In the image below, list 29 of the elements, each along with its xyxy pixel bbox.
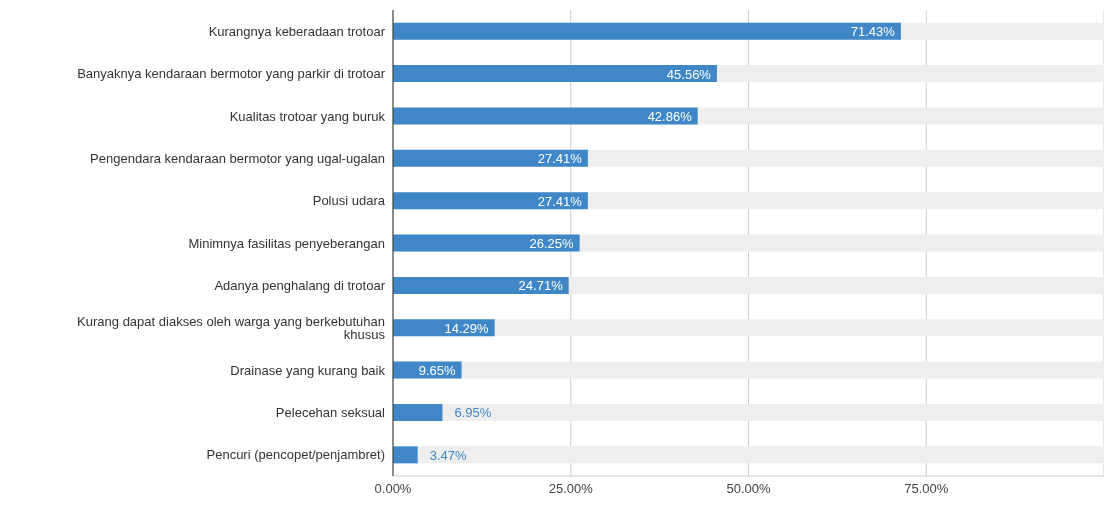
bar (393, 403, 443, 421)
data-label: 45.56% (666, 66, 712, 82)
y-tick-label: Pencuri (pencopet/penjambret) (206, 447, 385, 463)
y-tick-label: Adanya penghalang di trotoar (214, 277, 386, 293)
y-tick-label: Polusi udara (312, 193, 386, 209)
data-label: 42.86% (647, 108, 693, 124)
data-label: 3.47% (429, 447, 467, 463)
x-tick-label: 25.00% (548, 481, 594, 497)
bar (393, 276, 569, 294)
data-label: 26.25% (529, 236, 575, 252)
data-label: 71.43% (850, 24, 896, 40)
y-tick-label: Drainase yang kurang baik (230, 362, 386, 378)
y-tick-label: Pengendara kendaraan bermotor yang ugal-ugalan (90, 150, 385, 166)
y-tick-label: Minimnya fasilitas penyeberangan (188, 235, 385, 251)
data-label: 27.41% (537, 151, 583, 167)
y-tick-label: Pelecehan seksual (275, 405, 386, 421)
y-tick-label: Kurangnya keberadaan trotoar (208, 23, 386, 39)
data-label: 27.41% (537, 193, 583, 209)
data-label: 14.29% (444, 320, 490, 336)
x-tick-label: 0.00% (374, 481, 412, 497)
y-tick-label: Kurang dapat diakses oleh warga yang berkebutuhan khusus (77, 313, 386, 342)
data-label: 24.71% (518, 278, 564, 294)
data-label: 6.95% (454, 405, 492, 421)
x-tick-label: 75.00% (904, 481, 949, 497)
y-tick-label: Kualitas trotoar yang buruk (229, 108, 386, 124)
y-tick-label: Banyaknya kendaraan bermotor yang parkir di trotoar (77, 66, 386, 82)
x-tick-label: 50.00% (726, 481, 771, 497)
data-label: 9.65% (418, 363, 457, 379)
bar (393, 446, 418, 464)
